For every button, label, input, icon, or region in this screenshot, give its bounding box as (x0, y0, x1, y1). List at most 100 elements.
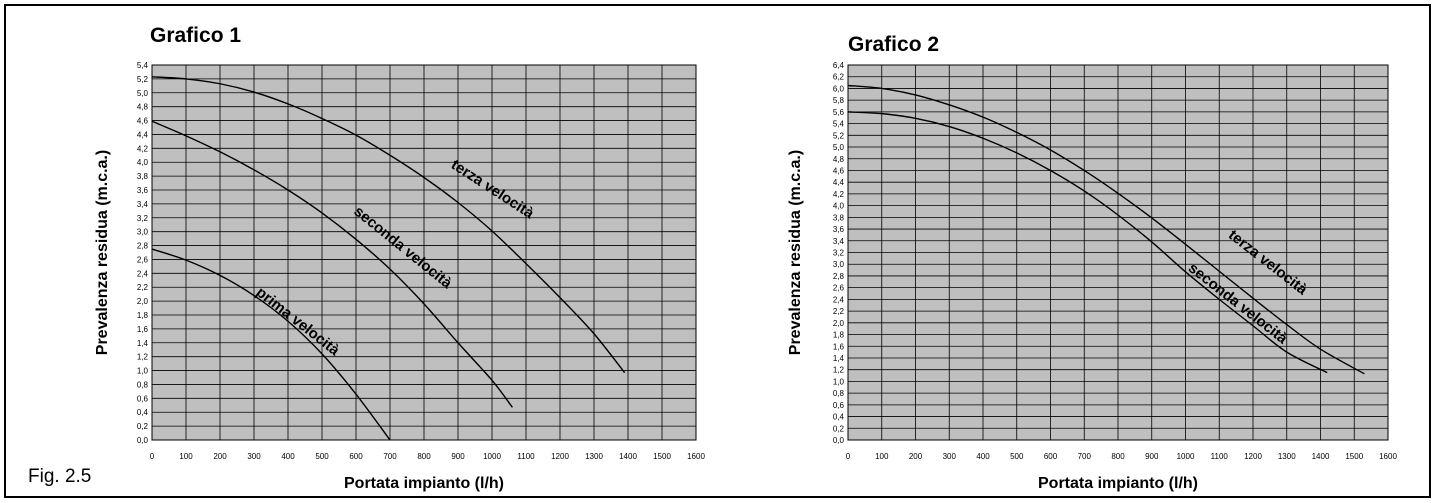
y-tick-label: 5,8 (833, 96, 845, 105)
series-line-1 (151, 248, 391, 441)
x-tick-label: 1100 (517, 452, 535, 461)
y-tick-label: 1,2 (833, 366, 845, 375)
x-tick-label: 800 (417, 452, 431, 461)
y-tick-label: 1,0 (137, 367, 149, 376)
y-tick-label: 6,2 (833, 73, 845, 82)
y-tick-label: 4,8 (833, 155, 845, 164)
y-tick-label: 0,6 (833, 401, 845, 410)
y-tick-label: 5,6 (833, 108, 845, 117)
x-tick-label: 500 (1010, 452, 1024, 461)
chart-1-title: Grafico 1 (150, 24, 242, 47)
y-tick-label: 1,8 (833, 331, 845, 340)
y-tick-label: 0,0 (137, 436, 149, 445)
y-tick-label: 0,8 (137, 380, 149, 389)
y-tick-label: 0,2 (833, 424, 845, 433)
x-tick-label: 500 (315, 452, 329, 461)
x-tick-label: 1500 (1345, 452, 1363, 461)
x-tick-label: 100 (875, 452, 889, 461)
y-axis-title: Prevalenza residua (m.c.a.) (94, 150, 111, 355)
y-tick-label: 0,6 (137, 394, 149, 403)
y-tick-label: 3,2 (137, 214, 149, 223)
chart-1: 0 100 200 300 400 500 600 700 800 900 1000 1100 1200… (94, 61, 705, 492)
y-tick-label: 2,6 (137, 255, 149, 264)
y-tick-label: 4,2 (833, 190, 845, 199)
y-tick-label: 3,8 (137, 172, 149, 181)
x-tick-label: 300 (247, 452, 261, 461)
chart-2: 0 100 200 300 400 500 600 700 800 900 1000 1100 1200… (787, 61, 1397, 492)
y-tick-label: 0,4 (137, 408, 149, 417)
figure-label: Fig. 2.5 (28, 466, 92, 487)
y-tick-label: 5,4 (833, 120, 845, 129)
x-tick-label: 1500 (653, 452, 671, 461)
y-tick-label: 4,6 (137, 117, 149, 126)
x-tick-label: 700 (383, 452, 397, 461)
y-tick-label: 2,8 (833, 272, 845, 281)
x-axis-title: Portata impianto (l/h) (1038, 475, 1198, 492)
x-tick-label: 1100 (1211, 452, 1229, 461)
y-tick-label: 4,4 (833, 178, 845, 187)
x-tick-label: 0 (150, 452, 155, 461)
y-tick-label: 4,4 (137, 130, 149, 139)
x-tick-label: 300 (943, 452, 957, 461)
y-tick-label: 2,2 (137, 283, 149, 292)
x-tick-label: 200 (213, 452, 227, 461)
y-tick-label: 0,8 (833, 389, 845, 398)
x-tick-label: 400 (281, 452, 295, 461)
y-tick-label: 5,2 (137, 75, 149, 84)
chart-2-title: Grafico 2 (848, 33, 940, 56)
x-tick-label: 100 (179, 452, 193, 461)
y-tick-label: 5,0 (137, 89, 149, 98)
y-tick-label: 4,6 (833, 166, 845, 175)
y-tick-label: 3,8 (833, 213, 845, 222)
y-tick-label: 6,0 (833, 84, 845, 93)
y-tick-label: 6,4 (833, 61, 845, 70)
y-axis-title: Prevalenza residua (m.c.a.) (787, 150, 804, 355)
x-tick-label: 200 (909, 452, 923, 461)
y-tick-label: 5,0 (833, 143, 845, 152)
y-tick-label: 4,0 (833, 202, 845, 211)
y-tick-label: 1,6 (833, 342, 845, 351)
y-tick-label: 1,4 (137, 339, 149, 348)
x-tick-label: 1000 (1177, 452, 1195, 461)
x-tick-label: 600 (349, 452, 363, 461)
series-line-1 (847, 111, 1328, 374)
y-tick-label: 5,4 (137, 61, 149, 70)
x-tick-label: 0 (846, 452, 851, 461)
y-tick-label: 0,0 (833, 436, 845, 445)
x-tick-label: 1300 (1278, 452, 1296, 461)
y-tick-label: 3,2 (833, 249, 845, 258)
y-tick-label: 3,0 (137, 228, 149, 237)
x-tick-label: 900 (451, 452, 465, 461)
x-tick-label: 1400 (1312, 452, 1330, 461)
x-tick-label: 1600 (1379, 452, 1397, 461)
x-tick-label: 400 (976, 452, 990, 461)
y-tick-label: 1,8 (137, 311, 149, 320)
x-tick-label: 600 (1044, 452, 1058, 461)
y-tick-label: 2,4 (833, 295, 845, 304)
y-tick-label: 3,6 (137, 186, 149, 195)
x-tick-label: 1600 (687, 452, 705, 461)
x-tick-label: 900 (1145, 452, 1159, 461)
series-line-2 (847, 84, 1365, 375)
y-tick-label: 3,4 (833, 237, 845, 246)
y-tick-label: 4,8 (137, 103, 149, 112)
y-tick-label: 2,0 (833, 319, 845, 328)
x-tick-label: 1200 (551, 452, 569, 461)
y-tick-label: 2,8 (137, 242, 149, 251)
x-axis-title: Portata impianto (l/h) (344, 475, 504, 492)
x-tick-label: 1400 (619, 452, 637, 461)
y-tick-label: 4,2 (137, 144, 149, 153)
x-tick-label: 1000 (483, 452, 501, 461)
y-tick-label: 4,0 (137, 158, 149, 167)
y-tick-label: 2,6 (833, 284, 845, 293)
y-tick-label: 3,4 (137, 200, 149, 209)
x-tick-label: 1300 (585, 452, 603, 461)
y-tick-label: 3,6 (833, 225, 845, 234)
y-tick-label: 1,2 (137, 353, 149, 362)
y-tick-label: 2,4 (137, 269, 149, 278)
y-tick-label: 1,0 (833, 377, 845, 386)
figure-frame (4, 4, 1431, 498)
y-tick-label: 3,0 (833, 260, 845, 269)
series-line-2 (151, 120, 513, 408)
